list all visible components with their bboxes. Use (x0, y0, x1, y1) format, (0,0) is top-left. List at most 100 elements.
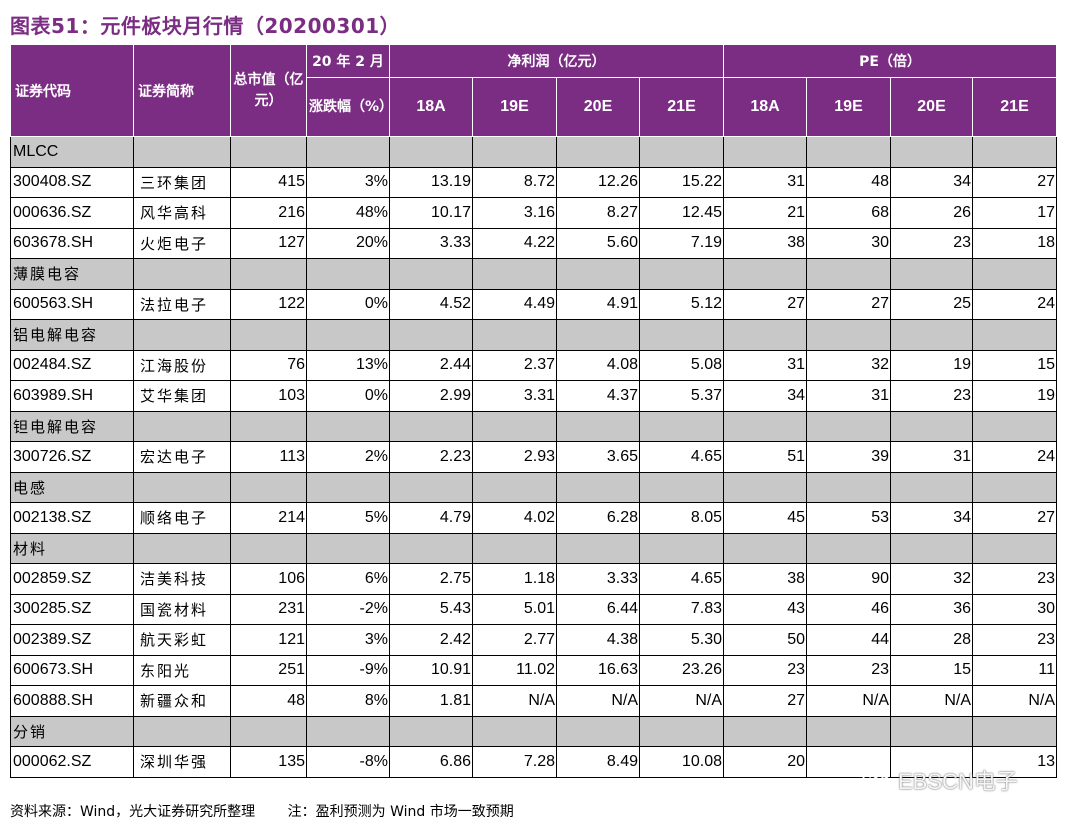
category-empty-cell (723, 471, 807, 503)
category-empty-cell (230, 258, 307, 290)
pe-18a: 27 (723, 288, 807, 320)
pe-21e: 15 (971, 349, 1058, 381)
net-profit-19e: 8.72 (472, 166, 557, 198)
table-row: 603989.SH 艾华集团 103 0% 2.99 3.31 4.37 5.37 34 31 23… (10, 380, 1058, 412)
monthly-change: 0% (306, 380, 390, 412)
category-empty-cell (723, 532, 807, 564)
pe-20e: 15 (890, 654, 973, 686)
pe-21e: 23 (971, 624, 1058, 656)
category-row: MLCC (10, 136, 1058, 168)
category-empty-cell (472, 258, 557, 290)
table-row: 600673.SH 东阳光 251 -9% 10.91 11.02 16.63 23.26 23… (10, 654, 1058, 686)
category-empty-cell (472, 136, 557, 168)
category-empty-cell (556, 258, 640, 290)
category-empty-cell (389, 258, 473, 290)
security-code: 600888.SH (10, 685, 134, 717)
pe-19e: 68 (806, 197, 891, 229)
category-empty-cell (971, 715, 1058, 747)
category-empty-cell (639, 532, 724, 564)
category-empty-cell (306, 410, 390, 442)
category-empty-cell (639, 410, 724, 442)
category-empty-cell (723, 410, 807, 442)
pe-21e: 18 (971, 227, 1058, 259)
category-empty-cell (230, 319, 307, 351)
net-profit-20e: 6.28 (556, 502, 640, 534)
table-body: MLCC 300408.SZ 三环集团 415 3% 13.19 8.72 12.26 15.2… (10, 136, 1058, 778)
category-empty-cell (806, 136, 891, 168)
pe-20e (890, 746, 973, 778)
pe-19e (806, 746, 891, 778)
net-profit-20e: 8.49 (556, 746, 640, 778)
monthly-change: 5% (306, 502, 390, 534)
security-name: 深圳华强 (133, 746, 231, 778)
security-code: 603989.SH (10, 380, 134, 412)
category-empty-cell (133, 410, 231, 442)
category-empty-cell (806, 532, 891, 564)
net-profit-21e: 5.12 (639, 288, 724, 320)
net-profit-18a: 10.91 (389, 654, 473, 686)
market-cap: 251 (230, 654, 307, 686)
net-profit-18a: 2.75 (389, 563, 473, 595)
category-empty-cell (133, 532, 231, 564)
pe-21e: 30 (971, 593, 1058, 625)
category-empty-cell (806, 715, 891, 747)
category-empty-cell (890, 258, 973, 290)
net-profit-20e: 16.63 (556, 654, 640, 686)
table-row: 002389.SZ 航天彩虹 121 3% 2.42 2.77 4.38 5.30 50 44 28… (10, 624, 1058, 656)
pe-19e: 53 (806, 502, 891, 534)
monthly-change: 20% (306, 227, 390, 259)
category-empty-cell (306, 715, 390, 747)
security-code: 000062.SZ (10, 746, 134, 778)
security-code: 300285.SZ (10, 593, 134, 625)
category-empty-cell (556, 136, 640, 168)
category-empty-cell (639, 258, 724, 290)
net-profit-19e: 3.31 (472, 380, 557, 412)
net-profit-20e: 4.37 (556, 380, 640, 412)
category-empty-cell (806, 410, 891, 442)
header-code: 证券代码 (10, 44, 134, 137)
security-name: 顺络电子 (133, 502, 231, 534)
category-empty-cell (306, 532, 390, 564)
category-label: MLCC (10, 136, 134, 168)
pe-19e: 46 (806, 593, 891, 625)
net-profit-21e: 23.26 (639, 654, 724, 686)
pe-20e: 31 (890, 441, 973, 473)
category-empty-cell (890, 715, 973, 747)
net-profit-19e: 4.22 (472, 227, 557, 259)
pe-18a: 38 (723, 563, 807, 595)
category-empty-cell (556, 532, 640, 564)
category-empty-cell (389, 715, 473, 747)
category-empty-cell (890, 532, 973, 564)
pe-19e: 90 (806, 563, 891, 595)
net-profit-20e: N/A (556, 685, 640, 717)
category-label: 薄膜电容 (10, 258, 134, 290)
pe-20e: 23 (890, 380, 973, 412)
pe-20e: 34 (890, 502, 973, 534)
header-profit-18a: 18A (389, 77, 473, 137)
net-profit-18a: 6.86 (389, 746, 473, 778)
pe-20e: 25 (890, 288, 973, 320)
monthly-change: 8% (306, 685, 390, 717)
pe-19e: 27 (806, 288, 891, 320)
net-profit-20e: 4.38 (556, 624, 640, 656)
header-pe-18a: 18A (723, 77, 807, 137)
net-profit-18a: 4.52 (389, 288, 473, 320)
table-row: 000636.SZ 风华高科 216 48% 10.17 3.16 8.27 12.45 21 6… (10, 197, 1058, 229)
watermark-text: EBSCN电子 (898, 769, 1018, 794)
market-cap: 231 (230, 593, 307, 625)
wechat-icon (862, 769, 890, 790)
net-profit-18a: 3.33 (389, 227, 473, 259)
net-profit-19e: 5.01 (472, 593, 557, 625)
category-empty-cell (971, 136, 1058, 168)
header-change-bottom: 涨跌幅（%） (306, 77, 390, 137)
security-name: 新疆众和 (133, 685, 231, 717)
forecast-note: 注：盈利预测为 Wind 市场一致预期 (287, 804, 514, 820)
pe-20e: 26 (890, 197, 973, 229)
security-name: 航天彩虹 (133, 624, 231, 656)
market-cap: 122 (230, 288, 307, 320)
security-code: 600673.SH (10, 654, 134, 686)
net-profit-20e: 12.26 (556, 166, 640, 198)
market-cap: 48 (230, 685, 307, 717)
category-empty-cell (389, 471, 473, 503)
net-profit-18a: 1.81 (389, 685, 473, 717)
